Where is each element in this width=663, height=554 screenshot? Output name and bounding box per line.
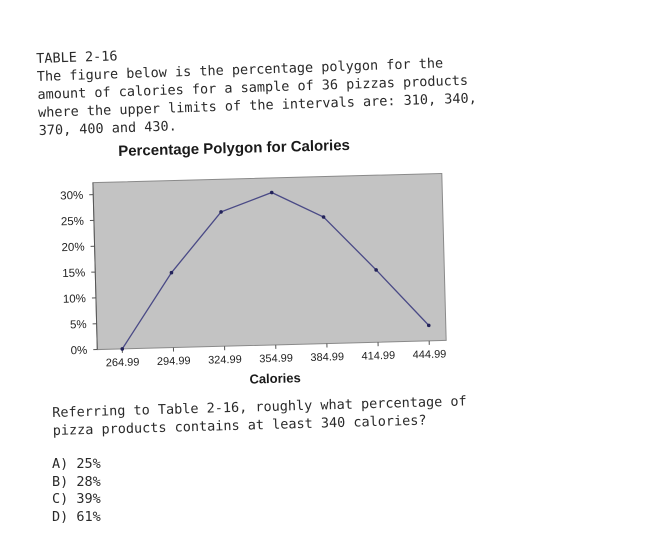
y-tick-label: 15% <box>62 267 85 280</box>
y-tick-label: 5% <box>70 319 87 331</box>
data-point <box>374 268 378 272</box>
plot-area <box>92 172 447 351</box>
option-d: D) 61% <box>52 508 101 525</box>
option-c: C) 39% <box>52 491 101 507</box>
y-axis-line <box>92 182 98 350</box>
data-point <box>321 215 326 219</box>
x-tick-label: 354.99 <box>259 352 293 365</box>
data-point <box>120 347 125 351</box>
y-tick-label: 0% <box>71 345 88 357</box>
y-tick-label: 25% <box>61 216 84 229</box>
y-tick-label: 20% <box>61 242 84 255</box>
data-point <box>269 190 274 195</box>
x-tick-label: 414.99 <box>361 350 395 363</box>
x-tick-label: 294.99 <box>157 355 191 368</box>
x-tick-label: 264.99 <box>106 356 140 369</box>
option-b: B) 28% <box>52 473 101 490</box>
x-tick-label: 384.99 <box>310 351 344 364</box>
data-point <box>169 270 174 275</box>
x-tick-label: 444.99 <box>413 348 447 361</box>
x-tick-label: 324.99 <box>208 354 242 367</box>
data-point <box>426 323 431 328</box>
y-tick-label: 10% <box>63 293 86 306</box>
x-axis-label: Calories <box>249 370 301 386</box>
data-point <box>219 210 223 214</box>
answer-options: A) 25% B) 28% C) 39% D) 61% <box>52 456 101 526</box>
y-tick-label: 30% <box>60 190 83 203</box>
option-a: A) 25% <box>52 456 101 472</box>
